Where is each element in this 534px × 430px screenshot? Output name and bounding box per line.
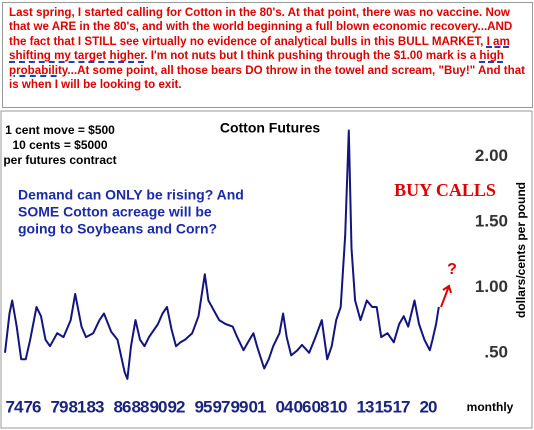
x-tick-label: 88 xyxy=(132,397,149,416)
chart-frame xyxy=(0,110,533,429)
x-axis-label: monthly xyxy=(467,400,514,414)
annotation: Demand can ONLY be rising? And xyxy=(18,187,244,203)
x-tick-label: 97 xyxy=(213,397,230,416)
x-tick-label: 74 xyxy=(6,397,24,416)
x-tick-label: 79 xyxy=(51,397,68,416)
y-tick-label: 1.00 xyxy=(475,277,508,296)
x-tick-label: 13 xyxy=(357,397,374,416)
x-tick-label: 81 xyxy=(69,397,86,416)
y-axis-label: dollars/cents per pound xyxy=(514,182,528,318)
x-tick-label: 15 xyxy=(375,397,392,416)
chart-title: Cotton Futures xyxy=(220,120,321,136)
commentary: Last spring, I started calling for Cotto… xyxy=(2,2,533,108)
note-text: I am shifting my target higher xyxy=(9,34,510,63)
x-tick-label: 83 xyxy=(87,397,104,416)
annotation: SOME Cotton acreage will be xyxy=(18,204,212,220)
note-text: high probability xyxy=(9,49,504,77)
x-tick-label: 99 xyxy=(231,397,248,416)
price-line xyxy=(4,129,440,380)
x-tick-label: 76 xyxy=(24,397,41,416)
annotation: 10 cents = $5000 xyxy=(12,138,107,152)
annotation: 1 cent move = $500 xyxy=(5,123,115,137)
x-tick-label: 17 xyxy=(393,397,410,416)
x-tick-label: 90 xyxy=(150,397,167,416)
chart: Cotton Futures 1 cent move = $500 10 cen… xyxy=(0,110,533,429)
x-tick-label: 86 xyxy=(114,397,131,416)
y-tick-label: 2.00 xyxy=(475,146,508,165)
x-tick-label: 92 xyxy=(168,397,185,416)
x-tick-label: 01 xyxy=(249,397,266,416)
x-tick-label: 06 xyxy=(294,397,311,416)
annotation: going to Soybeans and Corn? xyxy=(18,221,217,237)
arrow xyxy=(440,284,452,308)
note-text: ...At some point, all those bears DO thr… xyxy=(9,63,526,92)
x-tick-label: 95 xyxy=(195,397,212,416)
x-tick-label: 10 xyxy=(330,397,347,416)
y-tick-label: 1.50 xyxy=(475,211,508,230)
y-tick-label: .50 xyxy=(484,342,508,361)
annotation: per futures contract xyxy=(3,153,116,167)
x-tick-label: 04 xyxy=(276,397,294,416)
note-text: . I'm not nuts but I think pushing throu… xyxy=(144,49,480,63)
x-tick-label: 08 xyxy=(312,397,329,416)
x-tick-label: 20 xyxy=(420,397,437,416)
note-text: Last spring, I started calling for Cotto… xyxy=(9,6,513,48)
annotation: BUY CALLS xyxy=(394,180,496,200)
annotation: ? xyxy=(447,261,457,278)
